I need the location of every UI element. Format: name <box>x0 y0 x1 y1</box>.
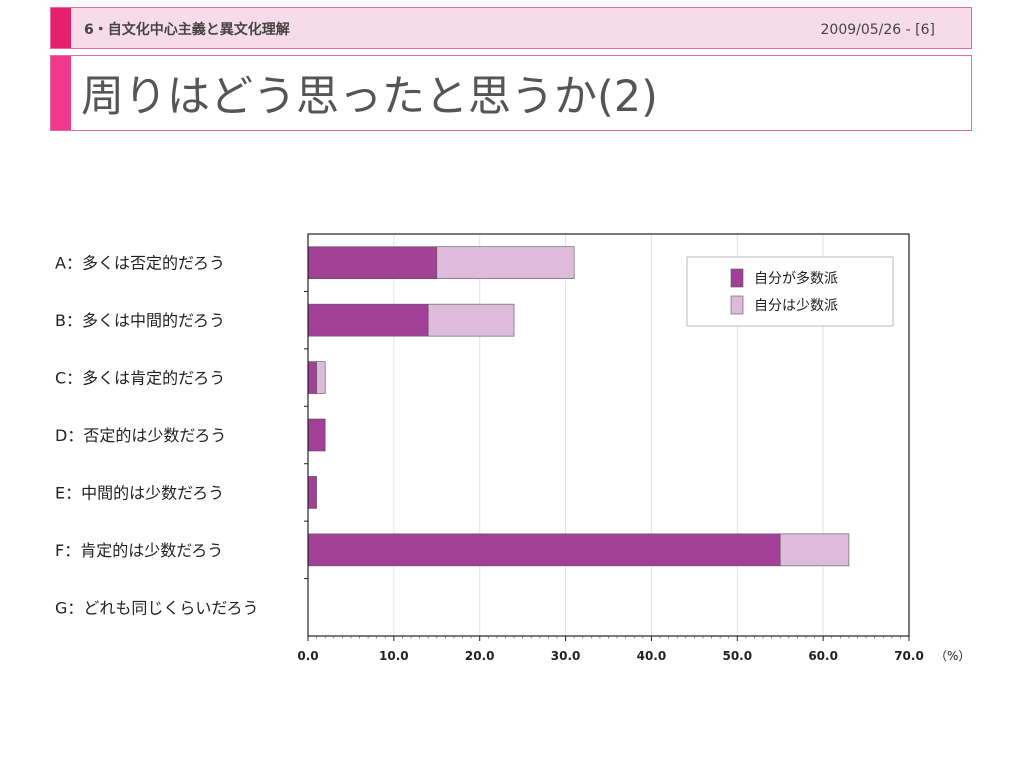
x-tick-label: 50.0 <box>722 649 752 663</box>
category-label: D：否定的は少数だろう <box>55 426 226 445</box>
bar-layer <box>307 246 850 567</box>
category-labels: A：多くは否定的だろう B：多くは中間的だろう C：多くは肯定的だろう D：否定的は少… <box>55 254 258 618</box>
date-label: 2009/05/26 - [6] <box>820 22 935 38</box>
title-accent <box>51 56 71 130</box>
x-tick-label: 0.0 <box>297 649 318 663</box>
x-tick-label: 30.0 <box>551 649 581 663</box>
legend-label: 自分は少数派 <box>754 298 838 314</box>
bar-1 <box>307 303 429 337</box>
category-label: F：肯定的は少数だろう <box>55 541 223 560</box>
bar-1 <box>307 533 781 567</box>
bar-2 <box>427 303 515 337</box>
bar-1 <box>307 361 317 394</box>
page-title: 周りはどう思ったと思うか(2) <box>81 72 658 122</box>
legend-box <box>686 256 894 327</box>
x-tick-label: 40.0 <box>637 649 667 663</box>
x-unit-label: （%） <box>935 649 970 663</box>
legend-label: 自分が多数派 <box>754 270 838 287</box>
category-label: B：多くは中間的だろう <box>55 311 225 330</box>
legend-swatch <box>730 268 744 288</box>
bar-2 <box>779 533 850 567</box>
category-label: E：中間的は少数だろう <box>55 483 224 502</box>
category-label: A：多くは否定的だろう <box>55 254 225 273</box>
header-accent <box>51 8 71 48</box>
title-bar: 周りはどう思ったと思うか(2) <box>50 55 972 131</box>
x-tick-label: 70.0 <box>894 649 924 663</box>
bar-2 <box>316 361 326 394</box>
bar-1 <box>307 476 317 509</box>
category-label: G：どれも同じくらいだろう <box>55 598 258 617</box>
x-tick-label: 10.0 <box>379 649 409 663</box>
grid-layer <box>393 234 824 636</box>
x-tick-label: 60.0 <box>808 649 838 663</box>
header-bar: 6・自文化中心主義と異文化理解 2009/05/26 - [6] <box>50 7 972 49</box>
category-label: C：多くは肯定的だろう <box>55 369 225 388</box>
plot-frame <box>307 233 910 637</box>
section-label: 6・自文化中心主義と異文化理解 <box>84 22 290 38</box>
x-tick-label: 20.0 <box>465 649 495 663</box>
bar-1 <box>307 418 326 452</box>
bar-2 <box>436 246 575 280</box>
bar-1 <box>307 246 438 280</box>
legend-swatch <box>730 295 744 315</box>
axis-layer: 0.0 10.0 20.0 30.0 40.0 50.0 60.0 70.0 （%） <box>297 233 970 663</box>
